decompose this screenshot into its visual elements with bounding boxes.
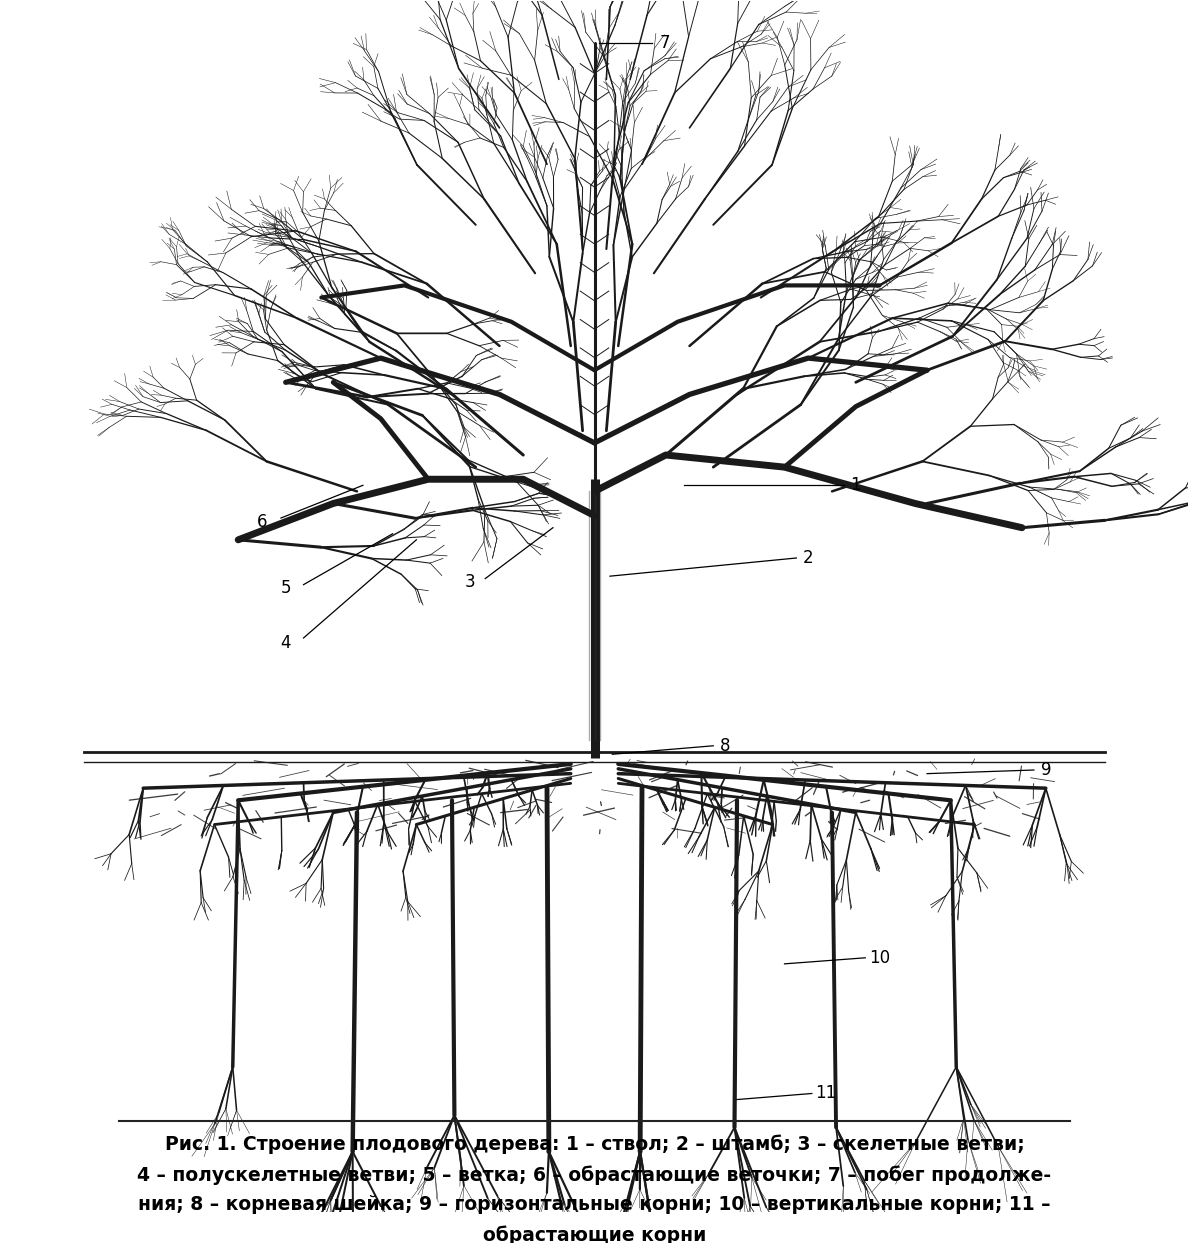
Text: 4 – полускелетные ветви; 5 – ветка; 6 – обрастающие веточки; 7 – побег продолже-: 4 – полускелетные ветви; 5 – ветка; 6 – … (138, 1165, 1051, 1185)
Text: 8: 8 (719, 737, 730, 755)
Text: 4: 4 (281, 634, 291, 651)
Text: Рис. 1. Строение плодового дерева: 1 – ствол; 2 – штамб; 3 – скелетные ветви;: Рис. 1. Строение плодового дерева: 1 – с… (164, 1135, 1025, 1155)
Text: 6: 6 (257, 512, 268, 531)
Text: 9: 9 (1040, 761, 1051, 779)
Text: 7: 7 (660, 34, 671, 52)
Text: 2: 2 (803, 549, 813, 567)
Text: ния; 8 – корневая шейка; 9 – горизонтальные корни; 10 – вертикальные корни; 11 –: ния; 8 – корневая шейка; 9 – горизонталь… (138, 1196, 1051, 1214)
Text: обрастающие корни: обрастающие корни (483, 1226, 706, 1243)
Text: 11: 11 (816, 1084, 837, 1103)
Text: 3: 3 (465, 573, 476, 592)
Text: 1: 1 (850, 476, 861, 495)
Text: 10: 10 (869, 948, 891, 967)
Text: 5: 5 (281, 579, 291, 598)
